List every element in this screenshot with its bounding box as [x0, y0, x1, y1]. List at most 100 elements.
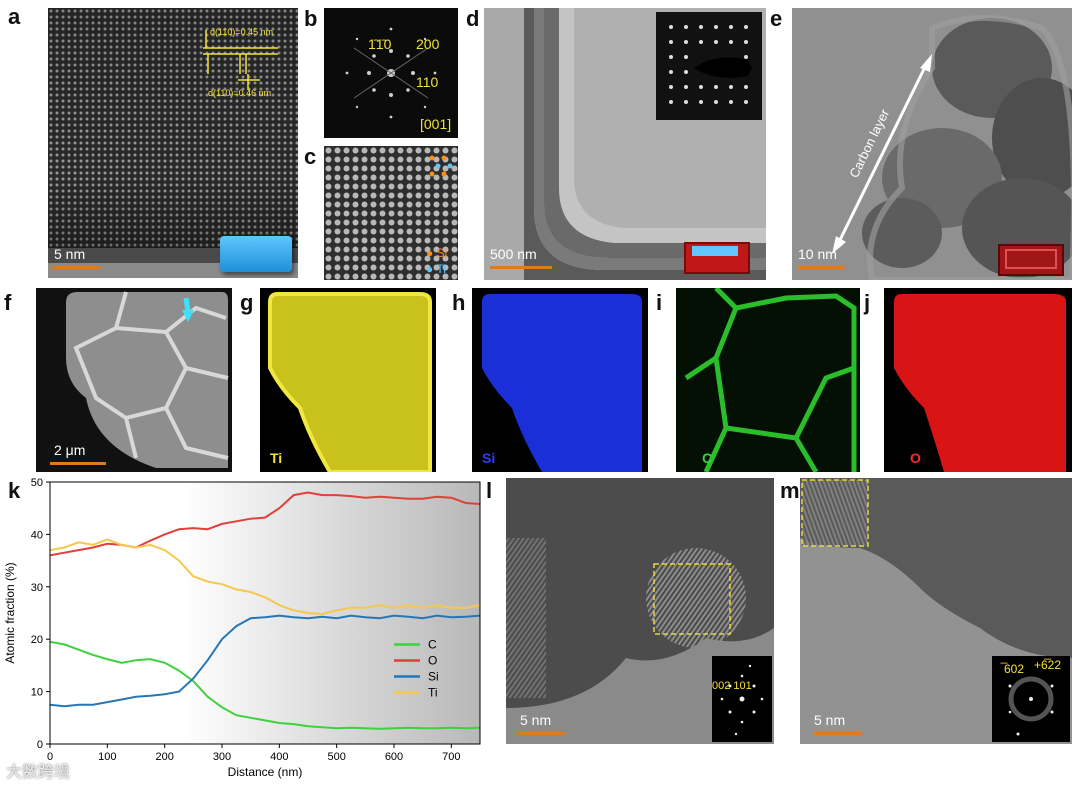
- schematic-block-red: [684, 242, 750, 274]
- panel-h-eds-map-si: Si: [472, 288, 648, 472]
- scale-bar-label: 500 nm: [490, 246, 537, 262]
- panel-label-f: f: [4, 290, 12, 315]
- y-tick-label: 50: [31, 478, 43, 489]
- panel-label-k: k: [8, 478, 21, 503]
- x-tick-label: 600: [385, 751, 403, 763]
- x-tick-label: 200: [155, 751, 173, 763]
- diffraction-spots: [345, 27, 437, 119]
- panel-label-b: b: [304, 6, 318, 31]
- scale-bar: [50, 462, 106, 465]
- si-map: [482, 294, 642, 472]
- x-tick-label: 100: [98, 751, 116, 763]
- spot-label-3: 110: [416, 74, 439, 90]
- fft-label-1: ̅602: [1004, 662, 1025, 676]
- x-tick-label: 400: [270, 751, 288, 763]
- legend-label-ti: Ti: [428, 685, 438, 699]
- o-map: [894, 294, 1066, 472]
- c-map: [684, 288, 857, 472]
- panel-label-c: c: [304, 144, 317, 169]
- legend-ti-label: Ti: [436, 262, 446, 276]
- scale-bar-label: 5 nm: [814, 712, 846, 728]
- panel-label-g: g: [240, 290, 254, 315]
- legend-ti: ● Ti: [426, 262, 446, 276]
- scale-bar: [518, 732, 566, 735]
- y-axis-label: Atomic fraction (%): [3, 562, 17, 663]
- y-tick-label: 10: [31, 687, 43, 699]
- series-line-ti: [49, 538, 481, 616]
- y-tick-label: 0: [37, 739, 43, 751]
- legend-si-label: Si: [436, 246, 448, 260]
- scale-bar-label: 10 nm: [798, 246, 837, 262]
- watermark: 大数跨境: [6, 762, 71, 781]
- crystallite-image: [506, 478, 774, 744]
- element-label-c: C: [702, 450, 713, 466]
- spot-label-2: 200: [416, 36, 440, 52]
- scale-bar: [54, 266, 102, 269]
- panel-i-eds-map-c: C: [676, 288, 860, 472]
- panel-l-hrtem-image: 002 101 5 nm: [506, 478, 774, 744]
- x-axis-label: Distance (nm): [228, 765, 303, 779]
- panel-j-eds-map-o: O: [884, 288, 1072, 472]
- panel-label-d: d: [466, 6, 480, 31]
- legend-label-c: C: [428, 637, 437, 651]
- x-tick-label: 500: [327, 751, 345, 763]
- inset-fft: ̅602 +6̅22: [992, 656, 1070, 742]
- legend-label-o: O: [428, 653, 437, 667]
- inset-fft: 002 101: [712, 656, 772, 742]
- panel-label-j: j: [864, 290, 871, 315]
- ti-map: [268, 292, 432, 472]
- element-label-ti: Ti: [270, 450, 283, 466]
- panel-label-l: l: [486, 478, 493, 503]
- atomic-lattice: [324, 146, 458, 280]
- d-spacing-label-1: d(110)=0.45 nm: [210, 27, 274, 37]
- scale-bar: [490, 266, 552, 269]
- legend-label-si: Si: [428, 669, 439, 683]
- fft-label: 002 101: [712, 680, 752, 692]
- panel-label-i: i: [656, 290, 663, 315]
- d-spacing-label-2: d(110)=0.46 nm: [208, 88, 272, 98]
- x-tick-label: 700: [442, 751, 460, 763]
- lattice-image: [48, 8, 298, 278]
- panel-label-m: m: [780, 478, 800, 503]
- y-tick-label: 30: [31, 582, 43, 594]
- carbon-coated-particles: [792, 8, 1072, 280]
- spot-label-1: 1̄1̄0: [368, 36, 392, 52]
- scale-bar: [798, 266, 844, 269]
- saed-dots: [669, 25, 752, 104]
- panel-c-atomic-image: ● Si ● Ti: [324, 146, 458, 280]
- schematic-block-red-frame: [998, 244, 1064, 276]
- panel-f-haadf-image: 2 μm: [36, 288, 232, 472]
- y-tick-label: 20: [31, 634, 43, 646]
- zone-axis-label: [001]: [420, 116, 452, 132]
- element-label-si: Si: [482, 450, 496, 466]
- plot-frame: [49, 481, 481, 745]
- panel-b-fft-pattern: 1̄1̄0 200 110 [001]: [324, 8, 458, 138]
- shaded-region: [181, 482, 480, 744]
- schematic-block-blue: [220, 236, 292, 272]
- panel-m-hrtem-image: ̅602 +6̅22 5 nm: [800, 478, 1072, 744]
- scale-bar-label: 2 μm: [54, 442, 86, 458]
- inset-saed-pattern: [656, 12, 762, 120]
- panel-a-hrtem-image: d(110)=0.45 nm d(110)=0.46 nm 5 nm: [48, 8, 298, 278]
- fft-spots: [720, 664, 764, 736]
- haadf-particle: [66, 291, 229, 468]
- scale-bar-label: 5 nm: [520, 712, 552, 728]
- scale-bar-label: 5 nm: [54, 246, 86, 262]
- atomic-fraction-chart: 0 100 200 300 400 500 600 700 0 10 20 30 40 50 Distanc…: [3, 478, 481, 779]
- panel-d-tem-image: 500 nm: [484, 8, 766, 280]
- d-spacing-annotation: [203, 30, 278, 90]
- panel-label-e: e: [770, 6, 783, 31]
- x-tick-label: 300: [213, 751, 231, 763]
- scale-bar: [814, 732, 862, 735]
- x-tick-label: 0: [47, 751, 53, 763]
- panel-g-eds-map-ti: Ti: [260, 288, 436, 472]
- y-tick-label: 40: [31, 529, 43, 541]
- series-line-c: [49, 640, 481, 730]
- panel-e-hrtem-image: Carbon layer 10 nm: [792, 8, 1072, 280]
- panel-label-a: a: [8, 4, 21, 29]
- element-label-o: O: [910, 450, 921, 466]
- series-line-si: [49, 614, 481, 708]
- fft-ring: [1008, 676, 1054, 736]
- fft-label-2: +6̅22: [1034, 658, 1062, 672]
- panel-label-h: h: [452, 290, 466, 315]
